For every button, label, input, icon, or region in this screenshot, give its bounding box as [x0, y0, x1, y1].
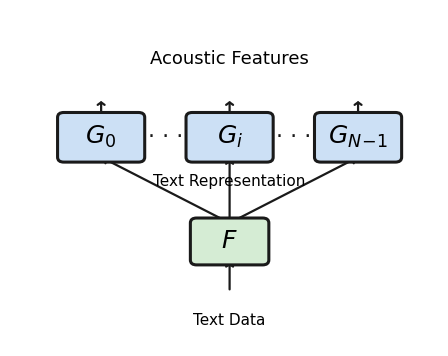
Text: Acoustic Features: Acoustic Features [150, 49, 309, 68]
Text: Text Representation: Text Representation [153, 174, 306, 189]
Text: · · ·: · · · [148, 127, 183, 147]
FancyBboxPatch shape [186, 112, 273, 162]
FancyBboxPatch shape [57, 112, 145, 162]
Text: $G_{i}$: $G_{i}$ [216, 124, 243, 150]
Text: Text Data: Text Data [194, 313, 266, 328]
FancyBboxPatch shape [190, 218, 269, 265]
Text: $G_{0}$: $G_{0}$ [86, 124, 117, 150]
Text: $F$: $F$ [221, 230, 238, 253]
FancyBboxPatch shape [314, 112, 402, 162]
Text: · · ·: · · · [276, 127, 311, 147]
Text: $G_{N\!-\!1}$: $G_{N\!-\!1}$ [328, 124, 388, 150]
